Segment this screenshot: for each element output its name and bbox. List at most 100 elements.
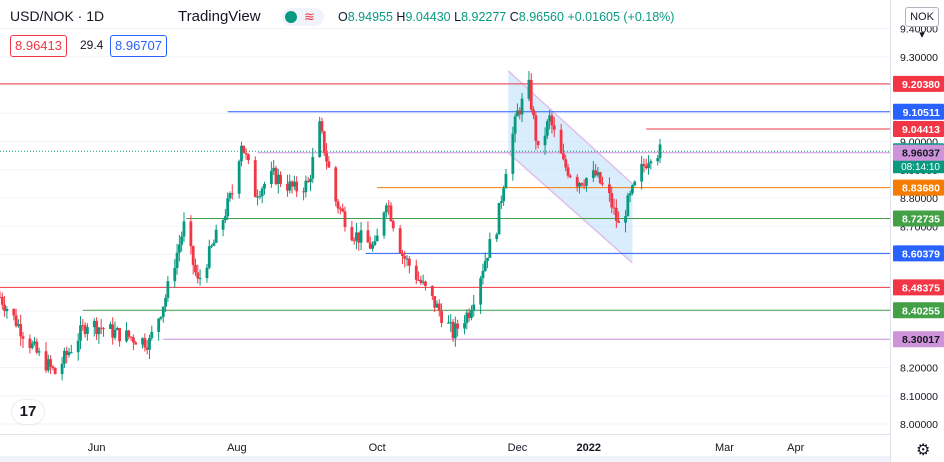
candle bbox=[626, 192, 630, 217]
candle-body bbox=[111, 324, 115, 338]
tradingview-logo-icon[interactable]: 17 bbox=[12, 400, 44, 424]
candle-body bbox=[624, 216, 627, 223]
candle bbox=[433, 296, 437, 313]
buy-price-box[interactable]: 8.96707 bbox=[110, 35, 167, 57]
candle bbox=[79, 316, 82, 350]
y-tick-label: 8.20000 bbox=[900, 363, 938, 375]
candle bbox=[288, 174, 292, 194]
candle-body bbox=[598, 172, 602, 184]
candle bbox=[145, 340, 149, 355]
candle-body bbox=[527, 79, 531, 99]
indicator-toggle[interactable]: ≋ bbox=[282, 8, 324, 26]
candle-body bbox=[83, 325, 87, 334]
descending-channel bbox=[507, 70, 633, 264]
candle bbox=[62, 347, 66, 369]
candle-body bbox=[419, 279, 423, 283]
candle-body bbox=[518, 110, 522, 115]
candle-body bbox=[566, 167, 570, 176]
candle-body bbox=[246, 154, 250, 161]
candle-body bbox=[320, 121, 324, 132]
candle bbox=[44, 342, 48, 373]
candle-body bbox=[585, 178, 588, 186]
candle-body bbox=[292, 181, 296, 187]
time-scrollbar[interactable] bbox=[0, 456, 890, 462]
symbol-title[interactable]: USD/NOK · 1D bbox=[10, 8, 105, 24]
candle bbox=[325, 143, 328, 170]
level-label: 8.30017 bbox=[902, 334, 940, 346]
candle-body bbox=[79, 325, 82, 341]
candle-body bbox=[601, 183, 604, 185]
candle bbox=[214, 224, 218, 244]
candle bbox=[115, 326, 119, 331]
candle bbox=[470, 305, 473, 321]
candle bbox=[368, 236, 372, 250]
candle-body bbox=[30, 343, 34, 349]
candle-body bbox=[65, 350, 69, 356]
level-label-bg bbox=[893, 302, 944, 319]
gear-icon[interactable]: ⚙ bbox=[916, 442, 931, 459]
candle-body bbox=[407, 258, 411, 266]
candle bbox=[495, 232, 499, 242]
candle bbox=[228, 191, 232, 202]
candle bbox=[272, 159, 276, 176]
level-label: 8.72735 bbox=[902, 214, 940, 226]
candle-body bbox=[115, 327, 119, 331]
candle-body bbox=[656, 158, 660, 162]
level-label-bg bbox=[893, 210, 944, 227]
candle bbox=[263, 181, 266, 195]
candle-body bbox=[357, 232, 361, 243]
candle-body bbox=[647, 163, 650, 169]
candle bbox=[276, 168, 280, 194]
candle bbox=[640, 155, 644, 190]
candle-body bbox=[352, 240, 356, 242]
candle bbox=[647, 155, 650, 175]
x-tick-label: 2022 bbox=[576, 442, 600, 454]
sell-price-box[interactable]: 8.96413 bbox=[10, 35, 67, 57]
candle-body bbox=[470, 310, 473, 318]
candle-body bbox=[495, 234, 499, 240]
candle-body bbox=[46, 359, 50, 371]
level-label-bg bbox=[893, 179, 944, 196]
candle bbox=[463, 315, 466, 335]
candle bbox=[513, 113, 517, 143]
candle-body bbox=[617, 220, 621, 223]
candle bbox=[274, 165, 278, 186]
candle-body bbox=[288, 181, 292, 191]
candle bbox=[594, 164, 598, 177]
candle bbox=[311, 147, 315, 184]
candle-body bbox=[513, 116, 517, 134]
candle bbox=[0, 291, 2, 299]
candle bbox=[559, 123, 563, 154]
x-tick-label: Apr bbox=[787, 442, 804, 454]
candle bbox=[226, 192, 230, 221]
candle-body bbox=[550, 115, 554, 126]
candle-body bbox=[21, 336, 25, 339]
candle bbox=[196, 264, 200, 284]
candle-body bbox=[164, 297, 167, 307]
candle bbox=[286, 174, 289, 197]
candle-body bbox=[568, 175, 572, 177]
candle bbox=[95, 317, 98, 340]
candle-body bbox=[198, 278, 202, 280]
candle bbox=[350, 220, 354, 242]
candle-body bbox=[449, 321, 453, 323]
candle-body bbox=[575, 176, 579, 187]
candle bbox=[16, 319, 20, 328]
currency-button[interactable]: NOK ▾ bbox=[905, 7, 939, 41]
candle-body bbox=[108, 324, 112, 329]
candle bbox=[148, 334, 151, 359]
candle-body bbox=[189, 221, 193, 247]
candle bbox=[656, 154, 660, 166]
candle-body bbox=[214, 229, 218, 243]
candle-body bbox=[481, 270, 485, 279]
candle bbox=[564, 154, 568, 172]
candle bbox=[35, 338, 39, 355]
candle bbox=[401, 249, 404, 265]
candle-body bbox=[191, 246, 195, 265]
candle-body bbox=[516, 110, 519, 117]
candle bbox=[633, 180, 637, 187]
candle bbox=[504, 168, 508, 189]
candle bbox=[472, 294, 476, 317]
candle-body bbox=[382, 212, 386, 236]
